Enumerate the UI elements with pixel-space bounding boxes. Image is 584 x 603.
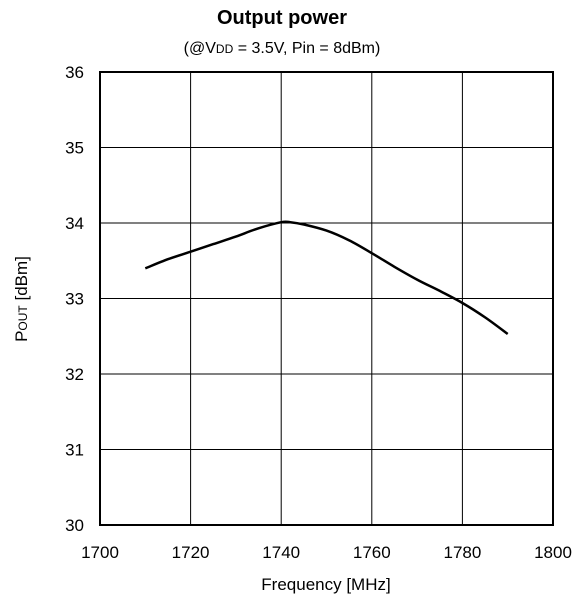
y-tick-label: 36 <box>65 63 84 82</box>
chart-title: Output power <box>217 7 347 29</box>
y-tick-label: 30 <box>65 516 84 535</box>
y-tick-label: 32 <box>65 365 84 384</box>
y-tick-label: 31 <box>65 441 84 460</box>
plot-area-frame <box>99 71 554 526</box>
y-axis-ticks: 30 31 32 33 34 35 36 <box>65 63 84 535</box>
series-layer <box>144 220 509 336</box>
x-tick-label: 1760 <box>353 543 391 562</box>
y-tick-label: 33 <box>65 290 84 309</box>
x-axis-label: Frequency [MHz] <box>261 575 390 594</box>
chart-subtitle: (@VDD = 3.5V, Pin = 8dBm) <box>184 40 381 57</box>
y-tick-label: 35 <box>65 139 84 158</box>
grid-lines <box>100 72 553 525</box>
y-tick-label: 34 <box>65 214 84 233</box>
x-tick-label: 1720 <box>172 543 210 562</box>
x-axis-ticks: 1700 1720 1740 1760 1780 1800 <box>81 543 572 562</box>
x-tick-label: 1740 <box>262 543 300 562</box>
x-tick-label: 1700 <box>81 543 119 562</box>
x-tick-label: 1780 <box>443 543 481 562</box>
x-tick-label: 1800 <box>534 543 572 562</box>
series-line-pout <box>144 220 509 336</box>
y-axis-label: POUT [dBm] <box>12 256 31 342</box>
